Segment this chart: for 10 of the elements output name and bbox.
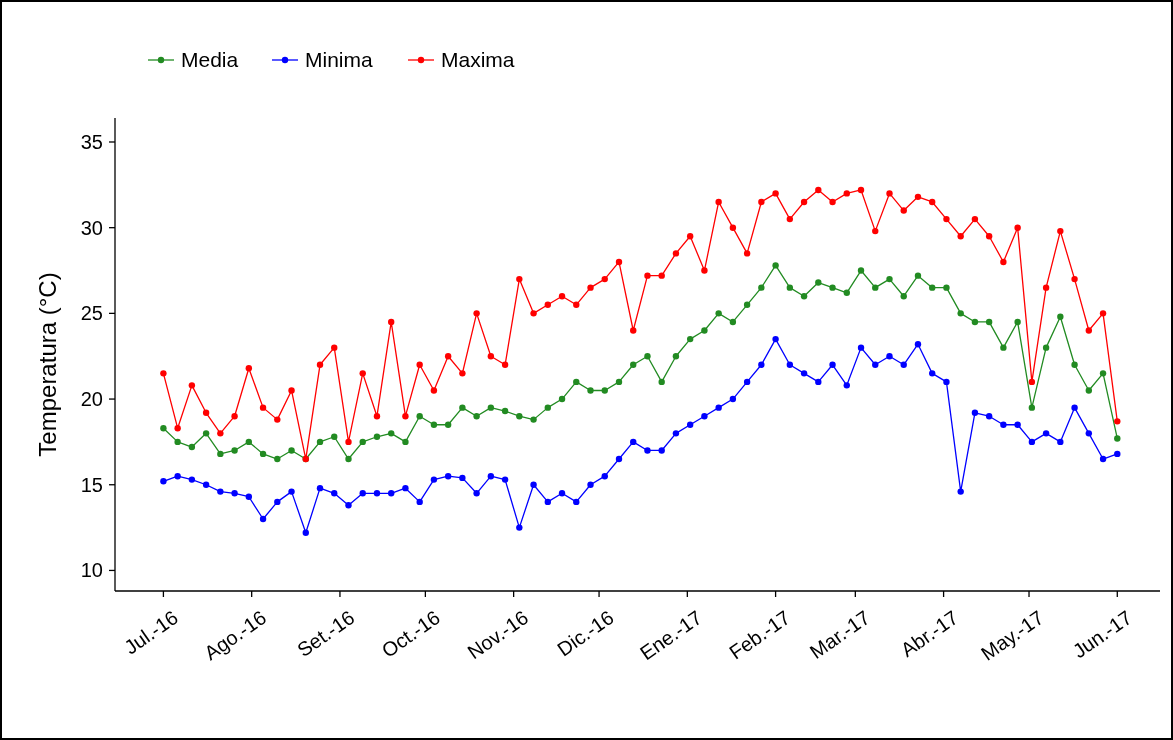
legend-label: Minima <box>305 48 373 71</box>
y-tick-label: 15 <box>80 473 103 496</box>
legend-label: Media <box>181 48 239 71</box>
y-tick-label: 30 <box>80 216 103 239</box>
y-tick-label: 10 <box>80 559 103 582</box>
y-axis-title: Temperatura (°C) <box>34 272 61 457</box>
y-tick-label: 25 <box>80 302 103 325</box>
y-tick-label: 35 <box>80 130 103 153</box>
y-tick-label: 20 <box>80 388 103 411</box>
legend-label: Maxima <box>441 48 515 71</box>
